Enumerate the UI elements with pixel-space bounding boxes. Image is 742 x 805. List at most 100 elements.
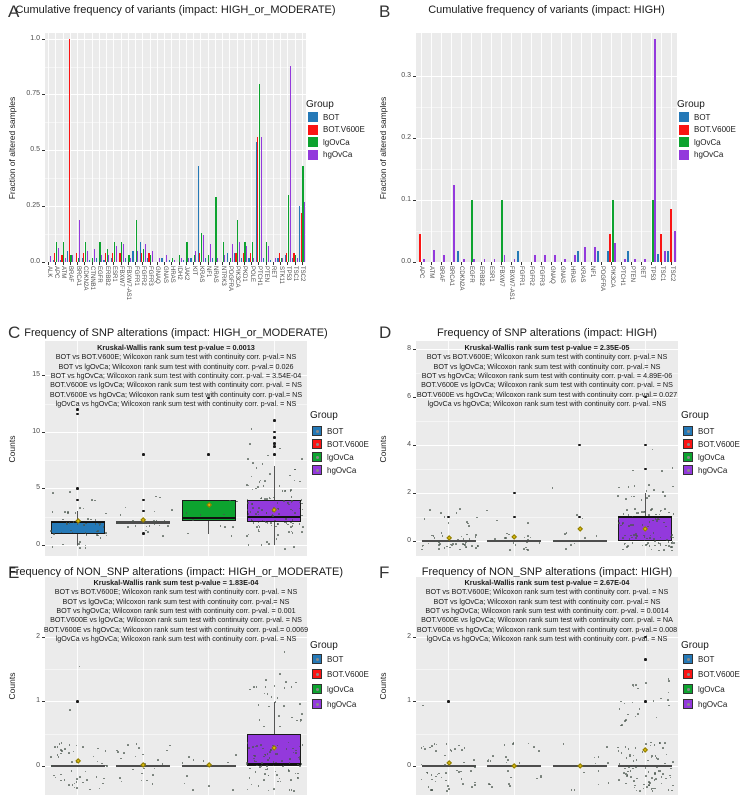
jitter-point: [540, 775, 542, 778]
jitter-point: [266, 693, 269, 696]
jitter-point: [82, 745, 84, 748]
jitter-point: [246, 509, 249, 511]
gridline-x-major: [540, 33, 542, 262]
gridline-x-major: [69, 33, 71, 262]
jitter-point: [291, 519, 294, 521]
gridline-x-major: [185, 33, 187, 262]
jitter-point: [296, 777, 299, 779]
jitter-point: [290, 526, 292, 528]
jitter-point: [257, 704, 260, 706]
bar-TSC1-hgOvCa: [296, 257, 298, 262]
x-tick-mark: [520, 262, 522, 265]
jitter-point: [278, 777, 281, 780]
jitter-point: [272, 515, 274, 517]
jitter-point: [456, 769, 458, 772]
jitter-point: [624, 719, 627, 721]
bar-GNAS-hgOvCa: [563, 258, 566, 262]
bar-FGFR3-BOT: [146, 257, 149, 262]
bar-FGFR3-hgOvCa: [151, 250, 153, 262]
jitter-point: [490, 785, 493, 788]
x-tick-mark: [113, 262, 115, 265]
x-tick-label-BRCA1: BRCA1: [448, 266, 455, 287]
panel-B-legend-key-bot-swatch: [679, 112, 689, 122]
jitter-point: [296, 776, 299, 779]
jitter-point: [97, 530, 100, 532]
jitter-point: [223, 513, 225, 516]
outlier-point-BOT: [76, 412, 80, 416]
jitter-point: [436, 773, 439, 776]
y-tick-mark: [42, 701, 45, 702]
x-tick-mark: [258, 262, 260, 265]
outlier-point-BOT: [447, 515, 451, 519]
jitter-point: [246, 742, 249, 744]
legend-key-dot: [316, 443, 319, 446]
x-tick-label-TP53: TP53: [648, 266, 655, 281]
jitter-point: [152, 774, 154, 776]
bar-ATM-hgOvCa: [64, 257, 66, 262]
jitter-point: [63, 511, 66, 513]
bar-APC-hgOvCa: [423, 258, 426, 262]
jitter-point: [273, 519, 276, 522]
jitter-point: [651, 508, 653, 511]
x-tick-mark: [671, 262, 673, 265]
x-tick-label-FGFR2: FGFR2: [139, 266, 146, 286]
outlier-point-hgOvCa: [272, 453, 276, 456]
jitter-point: [252, 746, 254, 748]
y-tick-mark: [413, 199, 416, 201]
jitter-point: [79, 540, 81, 543]
jitter-point: [462, 543, 465, 546]
jitter-point: [423, 518, 426, 520]
jitter-point: [649, 744, 652, 747]
bar-TSC1-lgOvCa: [295, 255, 297, 262]
gridline-x-major: [77, 341, 79, 556]
jitter-point: [192, 519, 195, 521]
panel-D-legend-key-lgovca-swatch: [683, 452, 693, 462]
x-tick-label-APC: APC: [418, 266, 425, 279]
jitter-point: [629, 755, 632, 758]
x-tick-label-ERBB2: ERBB2: [478, 266, 485, 286]
jitter-point: [291, 524, 294, 527]
jitter-point: [644, 510, 646, 513]
flat-box-BOT: [50, 764, 105, 768]
y-tick-mark: [413, 636, 416, 638]
bar-TSC1-BOT: [657, 253, 660, 262]
jitter-point: [246, 498, 249, 501]
panel-A-legend-label: BOT: [323, 112, 340, 122]
jitter-point: [257, 511, 259, 513]
jitter-point: [275, 537, 278, 540]
jitter-point: [467, 525, 470, 527]
jitter-point: [444, 764, 446, 766]
bar-FBXW7-AS1-hgOvCa: [130, 257, 132, 262]
jitter-point: [298, 523, 301, 525]
jitter-point: [655, 520, 658, 522]
jitter-point: [635, 789, 638, 792]
jitter-point: [274, 701, 277, 704]
gridline-x-major: [513, 577, 515, 795]
bar-PTEN-lgOvCa: [266, 241, 268, 262]
jitter-point: [67, 511, 69, 513]
jitter-point: [246, 535, 248, 537]
x-tick-mark: [470, 262, 472, 265]
y-tick-mark: [42, 544, 45, 546]
panel-B-ylabel: Fraction of altered samples: [378, 96, 388, 199]
jitter-point: [294, 468, 296, 471]
jitter-point: [646, 497, 648, 499]
jitter-point: [161, 762, 164, 765]
jitter-point: [431, 778, 433, 781]
panel-D-stats-line: BOT vs BOT.V600E; Wilcoxon rank sum test…: [426, 352, 668, 362]
jitter-point: [70, 529, 72, 532]
panel-C-legend-key-hgovca-swatch: [312, 465, 322, 475]
panel-B-legend-label: BOT: [694, 112, 711, 122]
bar-TP53-lgOvCa: [287, 195, 290, 262]
jitter-point: [264, 753, 266, 756]
bar-STK11-lgOvCa: [280, 257, 282, 262]
jitter-point: [489, 760, 492, 762]
bar-JAK2-hgOvCa: [188, 257, 190, 262]
jitter-point: [260, 544, 263, 546]
jitter-point: [438, 772, 440, 775]
panel-A-legend-label: lgOvCa: [323, 137, 350, 147]
jitter-point: [630, 495, 633, 498]
x-tick-label-TP53: TP53: [284, 266, 291, 281]
jitter-point: [623, 542, 626, 545]
bar-KRAS-hgOvCa: [583, 246, 586, 262]
